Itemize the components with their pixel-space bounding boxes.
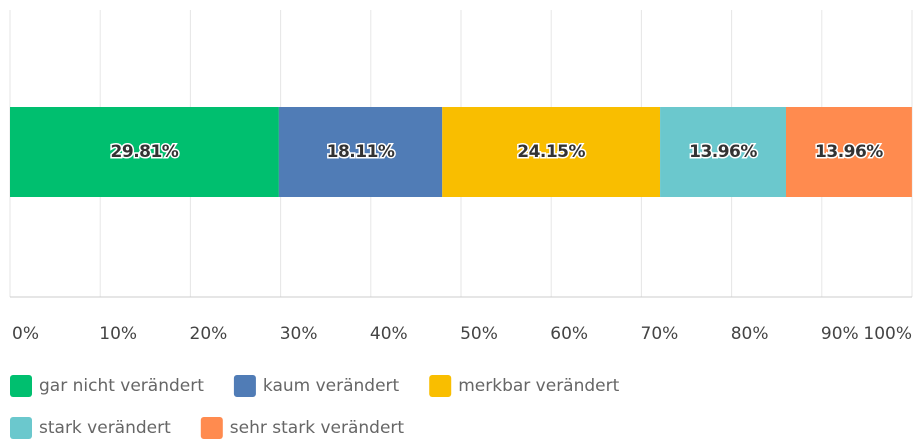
x-tick-label: 30% [280,324,318,344]
legend-label: gar nicht verändert [39,376,204,396]
legend-swatch [10,375,32,397]
bar-segment [785,107,912,197]
bar-segment [660,107,786,197]
bar-segment [278,107,443,197]
x-tick-label: 60% [550,324,588,344]
x-tick-label: 80% [731,324,769,344]
data-label: 24.15% [517,142,585,162]
x-tick-label: 90% [821,324,859,344]
data-label: 29.81% [111,142,179,162]
legend-swatch [200,417,223,439]
x-tick-label: 0% [12,324,39,344]
legend-label: kaum verändert [263,376,400,396]
x-tick-label: 40% [370,324,408,344]
legend-label: sehr stark verändert [230,418,405,438]
legend-swatch [233,375,256,397]
x-tick-label: 20% [190,324,228,344]
legend-label: merkbar verändert [458,376,619,396]
legend-swatch [10,417,32,439]
x-tick-label: 100% [863,324,912,344]
bar-segment [10,107,279,197]
x-tick-label: 10% [99,324,137,344]
data-label: 13.96% [689,142,757,162]
data-label: 13.96% [815,142,883,162]
legend-swatch [429,375,452,397]
legend-label: stark verändert [39,418,171,438]
bar-segment [442,107,661,197]
x-tick-label: 50% [460,324,498,344]
data-label: 18.11% [327,142,395,162]
x-tick-label: 70% [641,324,679,344]
